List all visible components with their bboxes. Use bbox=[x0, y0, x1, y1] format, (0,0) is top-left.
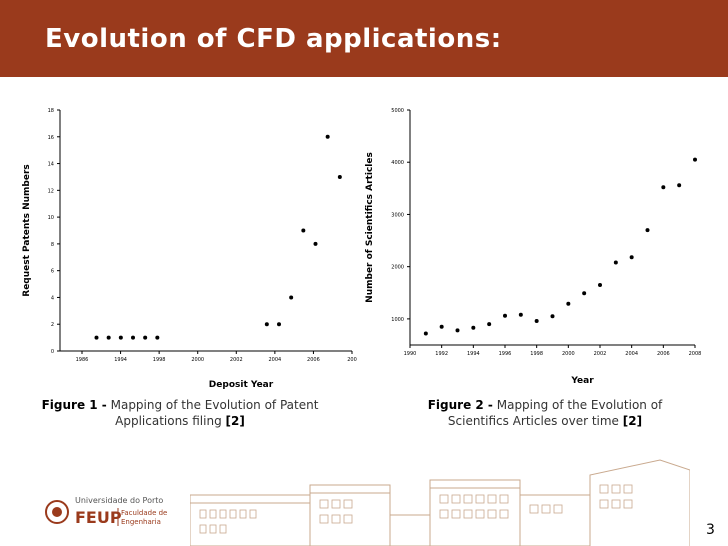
data-point bbox=[629, 255, 634, 260]
data-point bbox=[277, 322, 281, 327]
y-tick-label: 1000 bbox=[391, 317, 404, 323]
logo-mark: FEUP bbox=[75, 508, 122, 527]
x-axis-label: Deposit Year bbox=[209, 380, 274, 390]
data-point bbox=[566, 301, 571, 306]
y-tick-label: 4 bbox=[51, 295, 54, 301]
x-tick-label: 1990 bbox=[404, 351, 417, 357]
x-axis-label: Year bbox=[570, 376, 594, 386]
data-point bbox=[106, 335, 111, 340]
data-point bbox=[439, 324, 444, 329]
figure1-caption: Figure 1 - Mapping of the Evolution of P… bbox=[30, 397, 330, 429]
y-tick-label: 5000 bbox=[391, 108, 404, 114]
data-point bbox=[582, 291, 587, 296]
data-point bbox=[455, 328, 460, 333]
y-tick-label: 16 bbox=[48, 135, 54, 141]
x-tick-label: 2000 bbox=[191, 357, 204, 363]
articles-chart: 1000 2000 3000 4000 5000 1990 1992 1994 1996 1998… bbox=[365, 108, 702, 386]
figure1-text: Mapping of the Evolution of Patent Appli… bbox=[110, 398, 319, 428]
x-tick-label: 1986 bbox=[76, 357, 89, 363]
y-tick-label: 4000 bbox=[391, 160, 404, 166]
y-tick-label: 0 bbox=[51, 349, 54, 355]
x-tick-label: 1998 bbox=[530, 351, 543, 357]
y-axis-label: Number of Scientifics Articles bbox=[365, 152, 375, 303]
data-point bbox=[677, 183, 682, 188]
feup-logo: Universidade do Porto FEUP Faculdade de … bbox=[45, 496, 167, 527]
data-point bbox=[423, 331, 428, 336]
data-point bbox=[118, 335, 123, 340]
x-tick-label: 200 bbox=[347, 357, 357, 363]
x-tick-label: 2008 bbox=[689, 351, 702, 357]
y-tick-label: 3000 bbox=[391, 212, 404, 218]
x-tick-label: 2006 bbox=[657, 351, 670, 357]
figure2-label: Figure 2 - bbox=[427, 398, 493, 412]
figure1-ref: [2] bbox=[225, 414, 245, 428]
data-point bbox=[94, 335, 99, 340]
data-point bbox=[503, 313, 507, 318]
data-point bbox=[534, 318, 539, 323]
page-number: 3 bbox=[706, 522, 715, 538]
x-tick-label: 1992 bbox=[435, 351, 448, 357]
data-point bbox=[337, 174, 342, 179]
x-tick-label: 1998 bbox=[153, 357, 166, 363]
figure1-label: Figure 1 - bbox=[41, 398, 107, 412]
y-tick-label: 2 bbox=[51, 322, 54, 328]
figure2-text: Mapping of the Evolution of Scientifics … bbox=[447, 398, 663, 428]
logo-faculty-line1: Faculdade de bbox=[121, 509, 167, 517]
x-tick-label: 2002 bbox=[230, 357, 243, 363]
data-point bbox=[313, 241, 318, 246]
seal-icon bbox=[45, 500, 69, 524]
data-point bbox=[661, 185, 666, 190]
x-tick-label: 2006 bbox=[307, 357, 320, 363]
y-tick-label: 14 bbox=[48, 162, 54, 168]
building-illustration bbox=[190, 459, 690, 546]
y-tick-label: 8 bbox=[51, 242, 54, 248]
data-point bbox=[289, 295, 294, 300]
x-tick-label: 1994 bbox=[467, 351, 480, 357]
y-tick-label: 18 bbox=[48, 108, 54, 114]
data-point bbox=[518, 312, 523, 317]
page-title: Evolution of CFD applications: bbox=[45, 24, 502, 54]
data-point bbox=[471, 325, 476, 330]
x-tick-label: 2002 bbox=[594, 351, 607, 357]
x-tick-label: 2004 bbox=[625, 351, 638, 357]
data-point bbox=[301, 228, 306, 233]
x-tick-label: 1996 bbox=[499, 351, 512, 357]
data-point bbox=[613, 260, 618, 265]
y-tick-label: 10 bbox=[48, 215, 54, 221]
logo-university: Universidade do Porto bbox=[75, 496, 163, 505]
x-tick-label: 2000 bbox=[562, 351, 575, 357]
figure2-caption: Figure 2 - Mapping of the Evolution of S… bbox=[400, 397, 690, 429]
logo-faculty-line2: Engenharia bbox=[121, 518, 161, 526]
y-tick-label: 6 bbox=[51, 269, 54, 275]
patents-chart: 0 2 4 6 8 10 12 14 16 18 1986 1994 1998 2000 2002 2004 2… bbox=[22, 108, 357, 390]
data-point bbox=[155, 335, 160, 340]
data-point bbox=[550, 314, 555, 319]
x-tick-label: 2004 bbox=[268, 357, 281, 363]
y-tick-label: 12 bbox=[48, 188, 54, 194]
data-point bbox=[645, 228, 650, 233]
y-tick-label: 2000 bbox=[391, 265, 404, 271]
figure2-ref: [2] bbox=[622, 414, 643, 428]
data-point bbox=[693, 157, 697, 162]
data-point bbox=[131, 335, 135, 340]
data-point bbox=[264, 322, 269, 327]
title-bar: Evolution of CFD applications: bbox=[0, 0, 728, 77]
y-axis-label: Request Patents Numbers bbox=[22, 164, 32, 296]
x-tick-label: 1994 bbox=[114, 357, 127, 363]
data-point bbox=[325, 134, 330, 139]
data-point bbox=[487, 322, 492, 327]
data-point bbox=[598, 282, 602, 287]
data-point bbox=[143, 335, 148, 340]
